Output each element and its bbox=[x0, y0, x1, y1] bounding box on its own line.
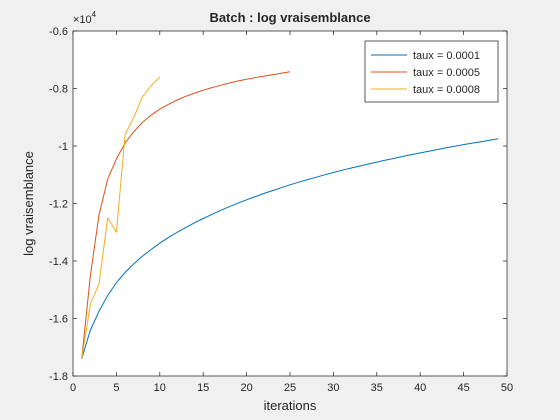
y-axis-exponent-power: 4 bbox=[92, 10, 97, 19]
y-axis-label: log vraisemblance bbox=[21, 151, 36, 256]
y-axis-exponent: ×104 bbox=[73, 10, 97, 26]
series-line-3 bbox=[81, 76, 161, 359]
y-tick-label: -1 bbox=[58, 141, 68, 153]
x-axis-label: iterations bbox=[264, 398, 317, 413]
series-layer bbox=[81, 71, 499, 359]
series-line-2 bbox=[81, 71, 291, 359]
legend-label-1: taux = 0.0001 bbox=[413, 50, 480, 62]
x-tick-label: 40 bbox=[414, 382, 426, 394]
legend: taux = 0.0001 taux = 0.0005 taux = 0.0008 bbox=[364, 40, 499, 103]
chart-title: Batch : log vraisemblance bbox=[209, 10, 370, 25]
y-tick-label: -0.6 bbox=[49, 26, 68, 38]
x-tick-label: 20 bbox=[240, 382, 252, 394]
x-tick-label: 25 bbox=[284, 382, 296, 394]
series-line-1 bbox=[81, 138, 499, 359]
axis-ticks: 0 5 10 15 20 25 30 35 40 45 50 -1.8 -1.6 -1.4 -1.2 -1 -0… bbox=[49, 26, 513, 394]
y-tick-label: -1.2 bbox=[49, 199, 68, 211]
legend-label-2: taux = 0.0005 bbox=[413, 67, 480, 79]
x-tick-label: 35 bbox=[371, 382, 383, 394]
x-tick-label: 30 bbox=[327, 382, 339, 394]
x-tick-label: 15 bbox=[197, 382, 209, 394]
x-tick-label: 45 bbox=[457, 382, 469, 394]
y-tick-label: -0.8 bbox=[49, 84, 68, 96]
x-tick-label: 0 bbox=[70, 382, 76, 394]
legend-label-3: taux = 0.0008 bbox=[413, 84, 480, 96]
y-axis-exponent-base: ×10 bbox=[73, 14, 92, 26]
plot-frame bbox=[72, 30, 508, 377]
y-tick-label: -1.4 bbox=[49, 256, 68, 268]
x-tick-label: 10 bbox=[154, 382, 166, 394]
y-tick-label: -1.8 bbox=[49, 371, 68, 383]
x-tick-label: 5 bbox=[113, 382, 119, 394]
y-tick-label: -1.6 bbox=[49, 314, 68, 326]
x-tick-label: 50 bbox=[501, 382, 513, 394]
